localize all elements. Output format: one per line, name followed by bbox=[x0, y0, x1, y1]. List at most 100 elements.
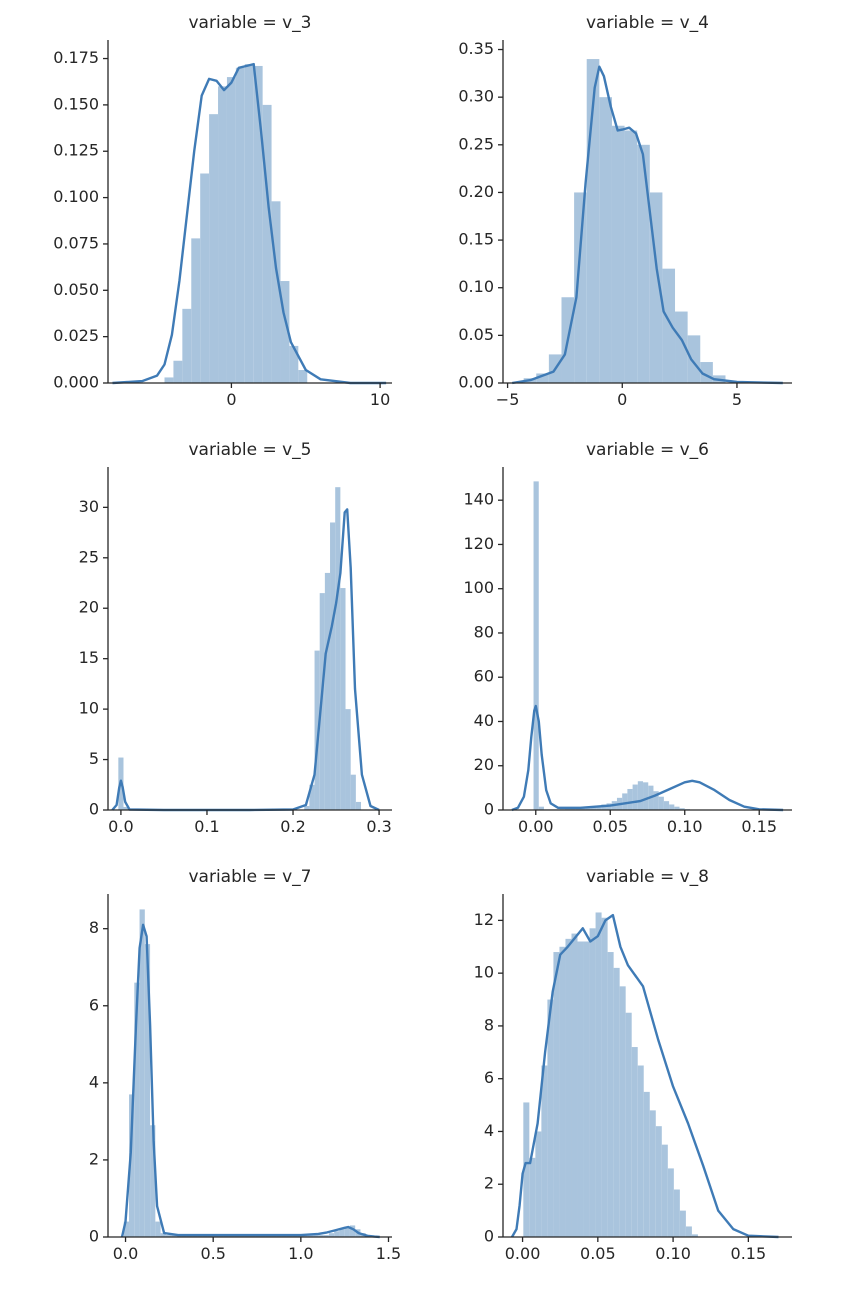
histogram-bar bbox=[182, 308, 192, 383]
y-tick-label: 25 bbox=[79, 547, 99, 566]
histogram-bar bbox=[577, 941, 584, 1237]
histogram-bar bbox=[271, 201, 281, 383]
histogram-bar bbox=[314, 650, 320, 810]
histogram-bar bbox=[599, 97, 612, 384]
y-tick-label: 120 bbox=[463, 534, 494, 553]
histogram-bar bbox=[674, 806, 680, 810]
histogram-bar bbox=[155, 1221, 161, 1237]
histogram-bar bbox=[655, 1126, 662, 1237]
histogram-bar bbox=[673, 1189, 680, 1237]
histogram-bar bbox=[570, 808, 576, 810]
y-tick-label: 0.10 bbox=[458, 277, 494, 296]
histogram-bar bbox=[679, 1210, 686, 1237]
histogram-bar bbox=[328, 1233, 335, 1237]
histogram-bar bbox=[601, 917, 608, 1237]
x-tick-label: 0 bbox=[226, 390, 236, 409]
histogram-bar bbox=[139, 909, 145, 1237]
y-tick-label: 4 bbox=[484, 1121, 494, 1140]
histogram-bar bbox=[553, 952, 560, 1237]
histogram-bar bbox=[523, 1102, 530, 1237]
kde-curve bbox=[511, 704, 784, 812]
histogram-bar bbox=[244, 64, 254, 384]
histogram-bar bbox=[541, 1065, 548, 1237]
histogram-bar bbox=[590, 806, 597, 810]
panel-title: variable = v_4 bbox=[586, 13, 709, 33]
histogram-bar bbox=[123, 1221, 130, 1237]
histogram-bars bbox=[123, 909, 366, 1237]
x-tick-label: 0.3 bbox=[366, 817, 391, 836]
panel-1: 0.000 0.025 0.050 0.075 0.100 0.125 0.150 0.175… bbox=[53, 13, 392, 409]
y-tick-label: 0.35 bbox=[458, 39, 494, 58]
histogram-bar bbox=[334, 1231, 340, 1237]
histogram-bar bbox=[583, 941, 590, 1237]
y-tick-label: 0.25 bbox=[458, 134, 494, 153]
y-tick-label: 0 bbox=[484, 1227, 494, 1246]
kde-curve bbox=[111, 508, 380, 812]
y-tick-label: 20 bbox=[474, 755, 494, 774]
x-tick-label: 0.0 bbox=[108, 817, 133, 836]
x-tick-label: 0.10 bbox=[667, 817, 703, 836]
histogram-bar bbox=[571, 933, 578, 1237]
histogram-bar bbox=[687, 335, 701, 383]
histogram-bar bbox=[226, 77, 236, 383]
histogram-bar bbox=[344, 1227, 350, 1237]
histogram-bar bbox=[324, 572, 331, 810]
x-tick-label: 10 bbox=[370, 390, 390, 409]
y-tick-label: 100 bbox=[463, 578, 494, 597]
histogram-bar bbox=[289, 345, 299, 383]
y-tick-label: 0.125 bbox=[53, 141, 99, 160]
histogram-bar bbox=[134, 982, 140, 1237]
histogram-bar bbox=[253, 65, 263, 383]
histogram-bar bbox=[653, 791, 659, 810]
histogram-bar bbox=[171, 1235, 177, 1237]
y-tick-label: 8 bbox=[89, 918, 99, 937]
histogram-bar bbox=[585, 807, 591, 810]
histogram-bar bbox=[262, 104, 272, 383]
x-tick-label: 1.0 bbox=[288, 1244, 313, 1263]
histogram-bar bbox=[538, 806, 544, 810]
y-tick-label: 60 bbox=[474, 667, 494, 686]
panel-title: variable = v_7 bbox=[188, 867, 311, 887]
histogram-bar bbox=[529, 1157, 536, 1237]
histogram-bar bbox=[309, 784, 315, 810]
histogram-bar bbox=[658, 796, 664, 810]
histogram-bar bbox=[661, 1144, 668, 1237]
histogram-bar bbox=[649, 1110, 656, 1237]
histogram-bar bbox=[191, 238, 201, 383]
y-tick-label: 0 bbox=[484, 800, 494, 819]
y-tick-label: 12 bbox=[474, 910, 494, 929]
panel-title: variable = v_5 bbox=[188, 440, 311, 460]
histogram-bar bbox=[675, 311, 688, 383]
histogram-bar bbox=[129, 1094, 135, 1237]
histogram-bar bbox=[637, 781, 644, 810]
y-tick-label: 6 bbox=[89, 995, 99, 1014]
histogram-bar bbox=[302, 1235, 308, 1237]
histogram-bar bbox=[318, 1235, 324, 1237]
y-tick-label: 5 bbox=[89, 749, 99, 768]
x-tick-label: 0.05 bbox=[580, 1244, 616, 1263]
y-tick-label: 0.175 bbox=[53, 48, 99, 67]
y-tick-label: 0.075 bbox=[53, 233, 99, 252]
y-tick-label: 0.100 bbox=[53, 187, 99, 206]
histogram-bar bbox=[323, 1235, 329, 1237]
histogram-bar bbox=[559, 946, 566, 1237]
y-tick-label: 6 bbox=[484, 1068, 494, 1087]
histogram-bar bbox=[667, 1168, 674, 1237]
y-tick-label: 0 bbox=[89, 800, 99, 819]
panel-title: variable = v_6 bbox=[586, 440, 709, 460]
y-tick-label: 140 bbox=[463, 490, 494, 509]
histogram-bar bbox=[164, 377, 174, 383]
y-tick-label: 2 bbox=[89, 1149, 99, 1168]
histogram-bar bbox=[313, 1235, 319, 1237]
x-tick-label: 0.15 bbox=[731, 1244, 767, 1263]
histogram-bar bbox=[547, 999, 554, 1237]
y-tick-label: 20 bbox=[79, 598, 99, 617]
histogram-bar bbox=[123, 806, 129, 810]
panel-5: 0 2 4 6 8 0.0 0.5 1.0 1.5 variable = v_7 bbox=[89, 867, 401, 1263]
histogram-bar bbox=[144, 944, 151, 1237]
x-tick-label: 0.05 bbox=[592, 817, 628, 836]
histogram-bar bbox=[298, 370, 308, 383]
y-tick-label: 0.150 bbox=[53, 94, 99, 113]
y-tick-label: 4 bbox=[89, 1072, 99, 1091]
